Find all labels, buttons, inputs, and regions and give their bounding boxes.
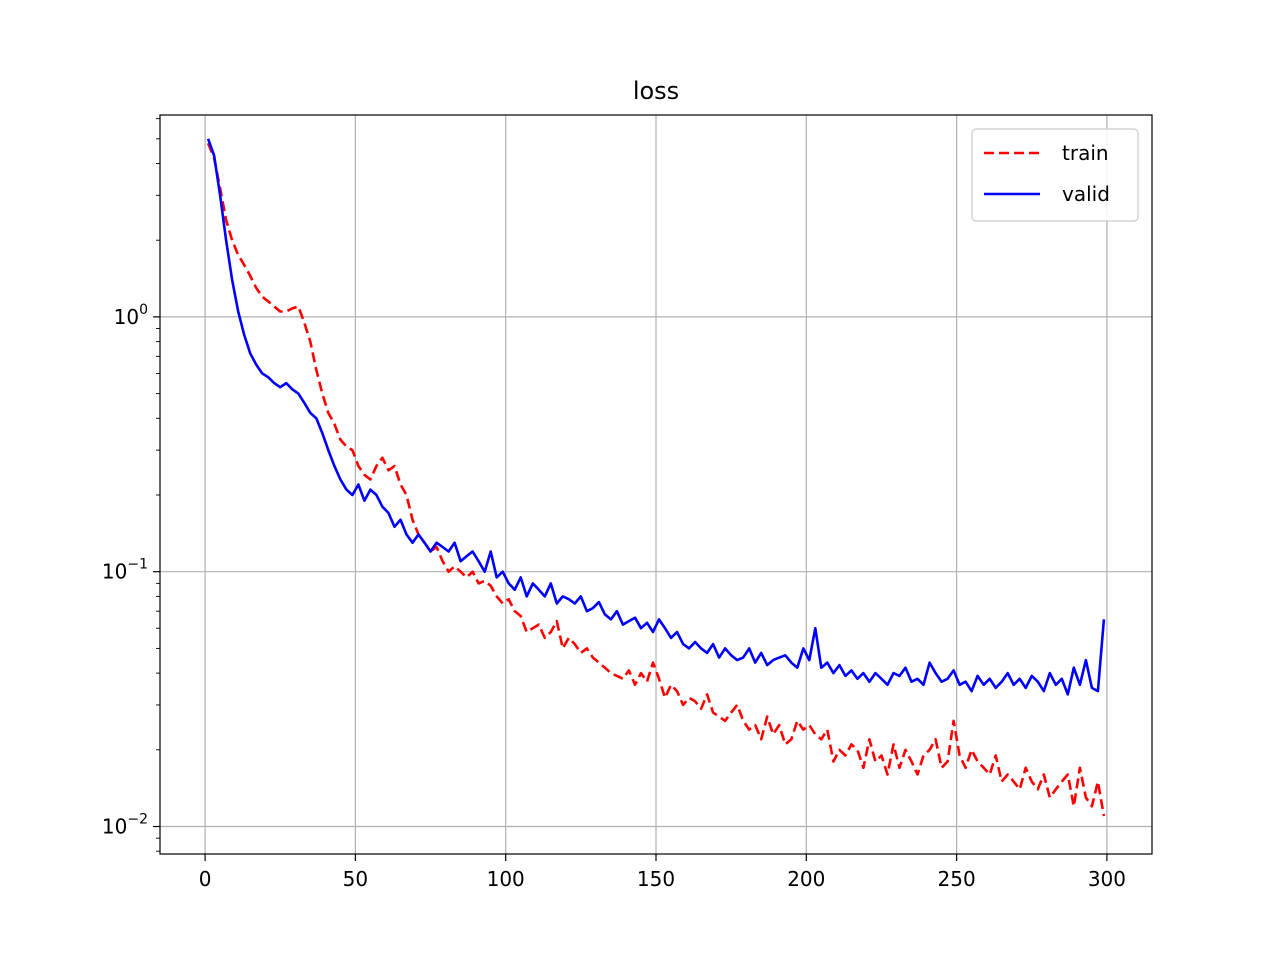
series-line-train [206,142,1106,817]
series-line-valid [206,138,1106,696]
y-tick-exponent: −2 [127,812,148,828]
legend-box [971,128,1139,222]
y-tick-exponent: 0 [139,302,148,318]
x-tick-label: 50 [343,867,368,891]
legend-label-train: train [1062,141,1109,165]
x-tick-label: 200 [787,867,825,891]
y-tick-exponent: −1 [127,557,148,573]
plot-series [206,138,1106,817]
x-axis-ticks: 0 50 100 150 200 250 300 [199,854,1126,891]
legend: train valid [971,128,1139,222]
y-tick-label: 100 [114,302,148,329]
x-tick-label: 100 [487,867,525,891]
x-tick-label: 150 [637,867,675,891]
x-tick-label: 300 [1088,867,1126,891]
x-tick-label: 250 [938,867,976,891]
y-tick-base: 10 [102,815,127,839]
grid [160,115,1152,854]
y-tick-base: 10 [102,560,127,584]
y-tick-base: 10 [114,305,139,329]
y-tick-label: 10−2 [102,812,148,839]
legend-label-valid: valid [1062,182,1110,206]
y-tick-label: 10−1 [102,557,148,584]
chart-title: loss [633,77,679,105]
x-tick-label: 0 [199,867,212,891]
